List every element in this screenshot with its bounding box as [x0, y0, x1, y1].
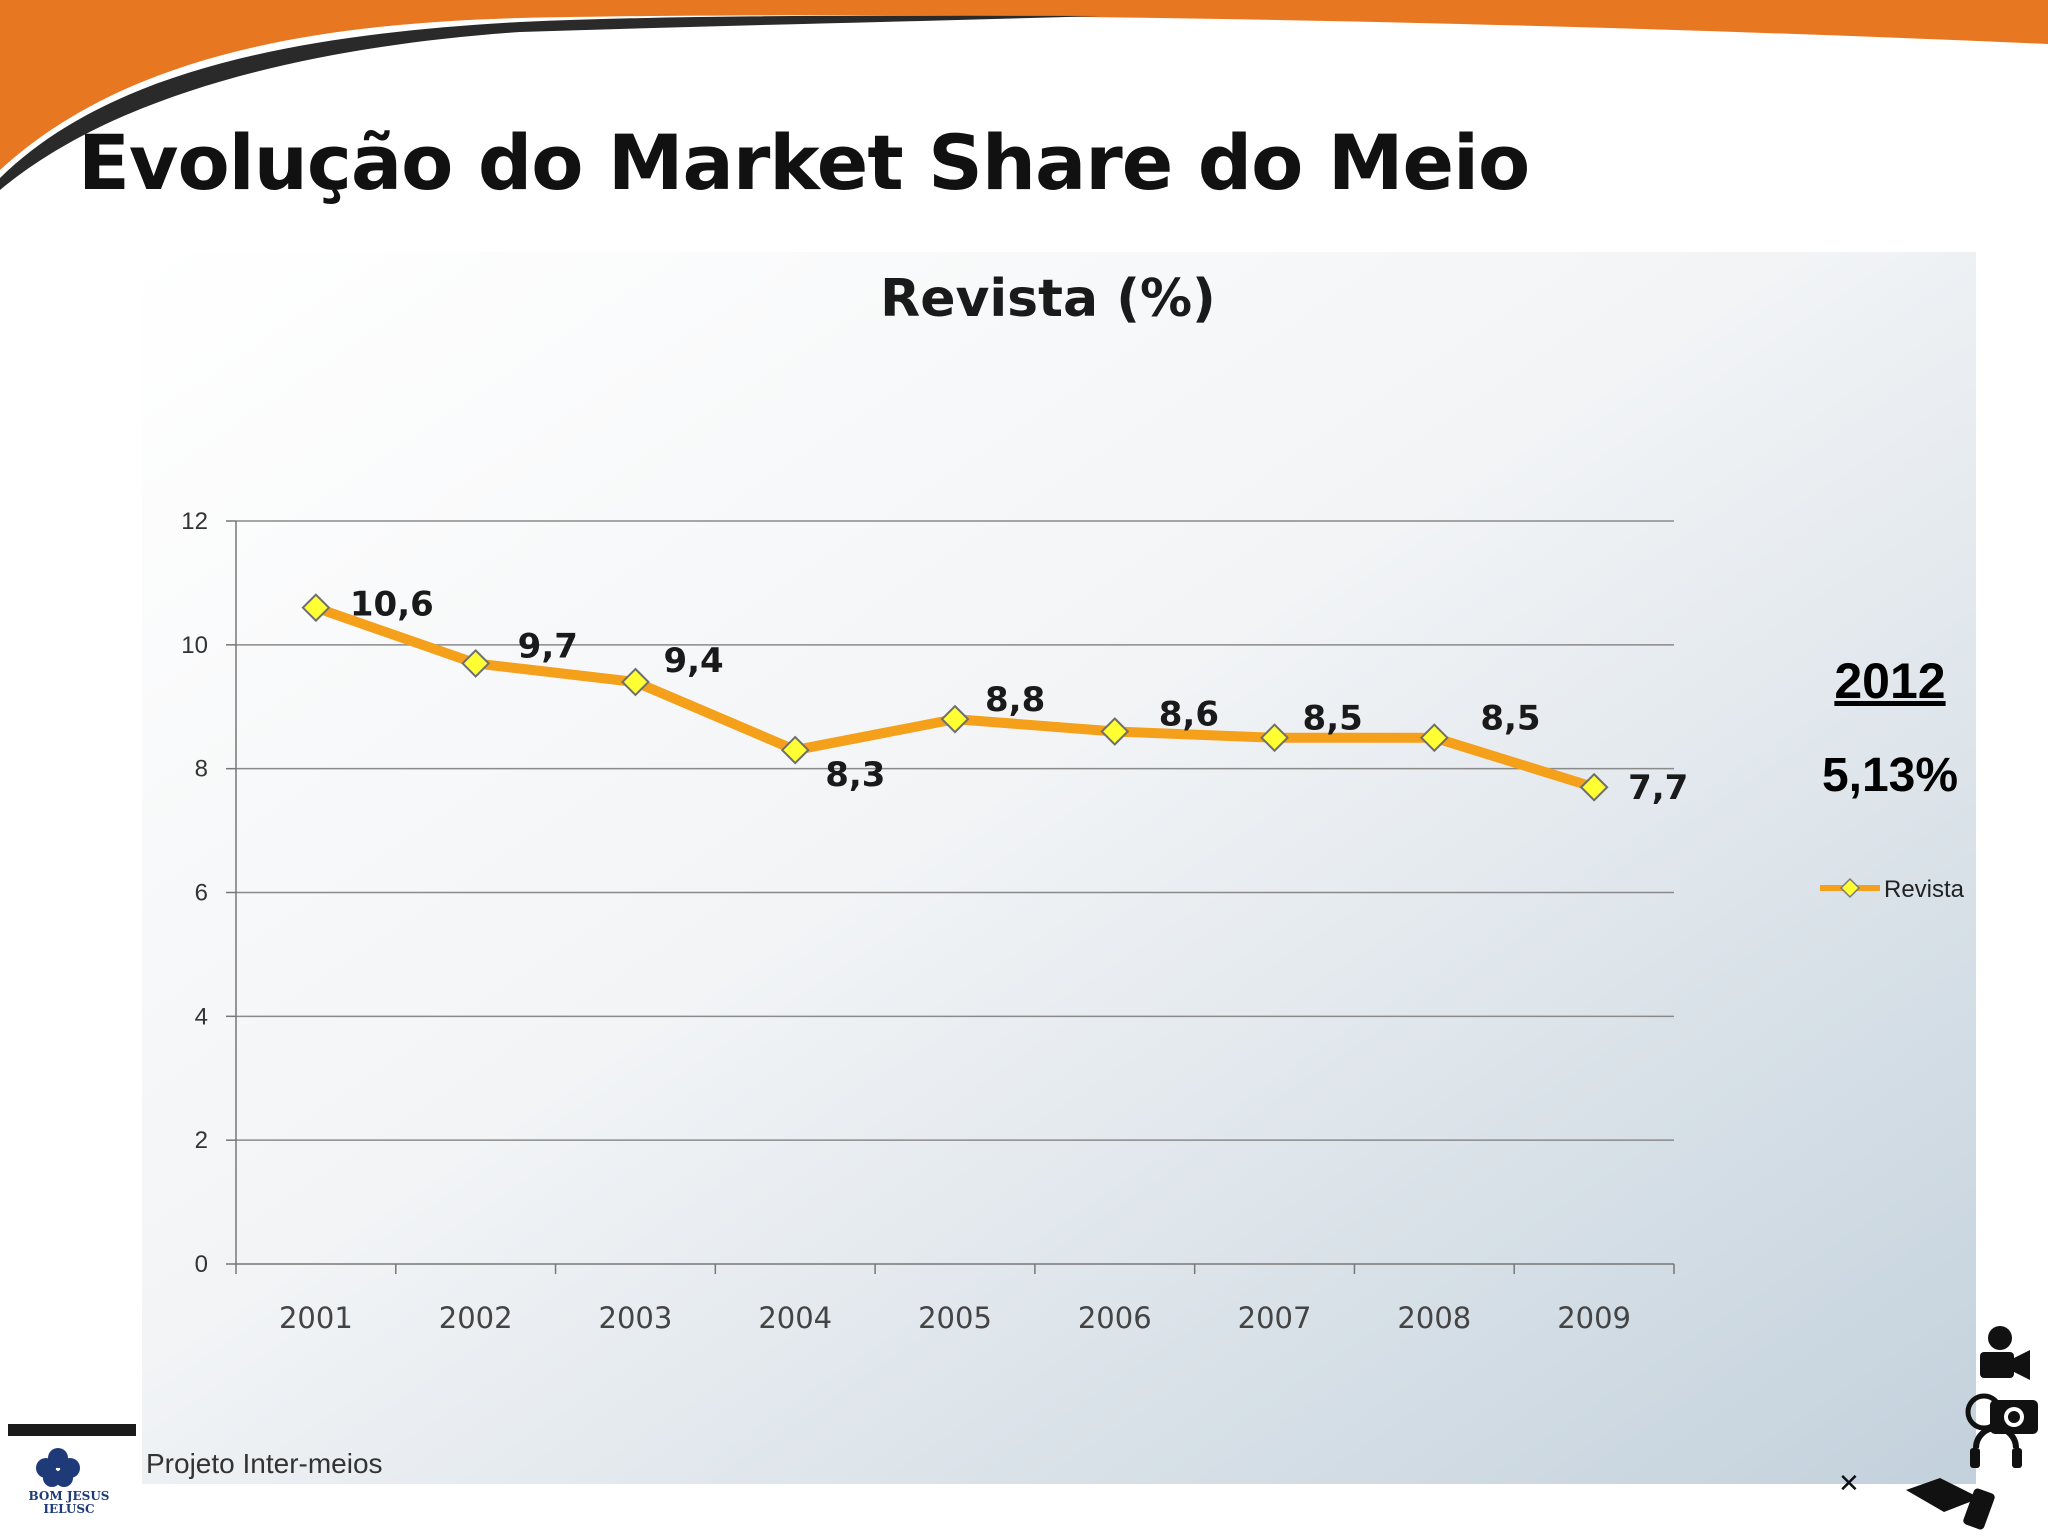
- logo-text-line-1: BOM JESUS: [28, 1489, 110, 1503]
- logo-text-line-2: IELUSC: [43, 1502, 95, 1516]
- mobile-phone-icon: [1963, 1488, 1995, 1530]
- x-tick-label-2005: 2005: [918, 1301, 992, 1335]
- header-orange-band: [0, 0, 2048, 170]
- legend-marker-swatch: [1839, 877, 1861, 899]
- grid-lines: [236, 520, 1674, 1141]
- data-point-2004: [780, 735, 810, 765]
- headphones-icon: [1973, 1425, 2019, 1449]
- data-label-2005: 8,8: [985, 680, 1045, 720]
- header-dark-swoosh: [0, 15, 1100, 191]
- laptop-icon: [1906, 1478, 1980, 1512]
- y-tick-label: 4: [195, 1003, 208, 1030]
- data-label-2003: 9,4: [663, 641, 723, 681]
- chart-title: Revista (%): [880, 269, 1216, 329]
- highlight-year: 2012: [1834, 653, 1946, 709]
- slide-title: Evolução do Market Share do Meio: [78, 118, 1530, 207]
- video-camera-icon: [1980, 1352, 2014, 1378]
- data-point-2009: [1579, 772, 1609, 802]
- highlight-value: 5,13%: [1821, 749, 1959, 802]
- y-tick-label: 0: [195, 1251, 208, 1278]
- y-tick-label: 10: [181, 632, 208, 659]
- logo-text: BOM JESUS IELUSC: [22, 1490, 116, 1516]
- data-label-2008: 8,5: [1480, 699, 1540, 739]
- person-icon: [1988, 1326, 2012, 1350]
- legend-label-revista: Revista: [1884, 876, 1965, 903]
- data-label-2006: 8,6: [1159, 695, 1219, 735]
- footer-project-name: Projeto Inter-meios: [146, 1448, 383, 1479]
- data-label-2007: 8,5: [1303, 699, 1363, 739]
- x-tick-label-2006: 2006: [1078, 1301, 1152, 1335]
- y-tick-label: 6: [195, 880, 208, 907]
- legend: Revista: [1820, 876, 1965, 903]
- steering-wheel-icon: [1965, 1393, 2003, 1431]
- data-point-2006: [1100, 717, 1130, 746]
- y-tick-label: 2: [195, 1127, 208, 1154]
- x-tick-label-2001: 2001: [279, 1301, 353, 1335]
- x-tick-label-2008: 2008: [1397, 1301, 1471, 1335]
- data-point-2008: [1419, 723, 1449, 753]
- data-point-2002: [461, 648, 491, 678]
- data-point-2001: [301, 593, 331, 623]
- data-label-2009: 7,7: [1628, 768, 1688, 808]
- footer-bar: [8, 1424, 136, 1436]
- axes: 0 2 4 6 8 10 12 2001 2002 2003 2004 2005 2006 2007 200…: [181, 508, 1675, 1335]
- institution-logo: [36, 1448, 80, 1487]
- y-tick-label: 8: [195, 756, 208, 783]
- x-tick-label-2004: 2004: [758, 1301, 832, 1335]
- data-label-2004: 8,3: [825, 755, 885, 795]
- data-labels: 10,6 9,7 9,4 8,3 8,8 8,6 8,5 8,5 7,7: [350, 585, 1688, 809]
- scissors-icon: ✕: [1838, 1469, 1860, 1499]
- x-tick-label-2009: 2009: [1557, 1301, 1631, 1335]
- x-tick-label-2003: 2003: [599, 1301, 673, 1335]
- y-tick-label: 12: [181, 508, 208, 535]
- x-tick-label-2007: 2007: [1238, 1301, 1312, 1335]
- data-label-2001: 10,6: [350, 585, 434, 625]
- data-label-2002: 9,7: [518, 626, 578, 666]
- data-markers: [301, 593, 1609, 802]
- x-tick-label-2002: 2002: [439, 1301, 513, 1335]
- media-icons-decoration: ✕: [1838, 1326, 2038, 1530]
- data-point-2007: [1260, 723, 1289, 753]
- chart-background: [142, 252, 1976, 1484]
- data-point-2005: [940, 704, 970, 734]
- data-point-2003: [621, 667, 650, 697]
